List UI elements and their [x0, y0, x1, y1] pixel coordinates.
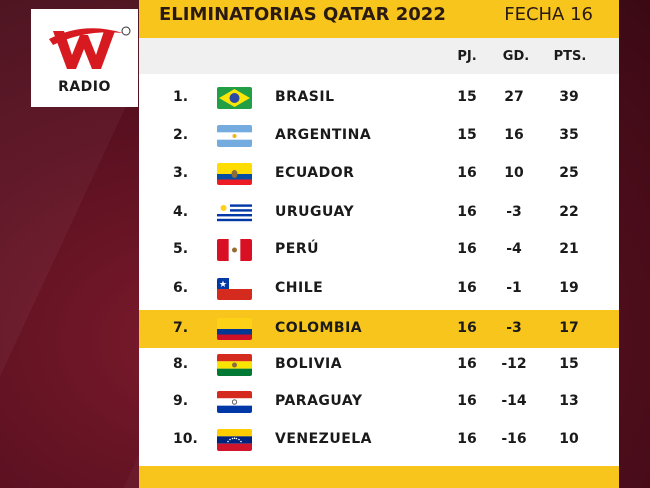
team-name: CHILE	[275, 280, 324, 296]
table-row: 2. ARGENTINA 15 16 35	[139, 117, 619, 155]
points: 25	[559, 165, 579, 181]
goal-difference: 27	[504, 89, 524, 105]
goal-difference: -14	[501, 393, 527, 409]
table-row: 3. ECUADOR 16 10 25	[139, 155, 619, 193]
team-name: URUGUAY	[275, 204, 355, 220]
table-row: 6. CHILE 16 -1 19	[139, 270, 619, 308]
round-label: FECHA 16	[504, 4, 593, 25]
points: 35	[559, 127, 579, 143]
points: 19	[559, 280, 579, 296]
team-name: VENEZUELA	[275, 431, 373, 447]
col-pts: PTS.	[553, 49, 587, 64]
col-gd: GD.	[502, 49, 530, 64]
chile-flag-icon	[217, 278, 252, 300]
table-row: 8. BOLIVIA 16 -12 15	[139, 346, 619, 384]
team-name: COLOMBIA	[275, 320, 363, 336]
bolivia-flag-icon	[217, 354, 252, 376]
goal-difference: -3	[506, 204, 522, 220]
goal-difference: 10	[504, 165, 524, 181]
argentina-flag-icon	[217, 125, 252, 147]
uruguay-flag-icon	[217, 202, 252, 224]
title-bar: ELIMINATORIAS QATAR 2022 FECHA 16	[139, 0, 619, 38]
played: 15	[457, 127, 477, 143]
ecuador-flag-icon	[217, 163, 252, 185]
w-logo-icon	[49, 26, 131, 69]
position: 1.	[173, 89, 189, 105]
paraguay-flag-icon	[217, 391, 252, 413]
points: 13	[559, 393, 579, 409]
team-name: BOLIVIA	[275, 356, 343, 372]
team-name: ECUADOR	[275, 165, 355, 181]
points: 39	[559, 89, 579, 105]
played: 16	[457, 241, 477, 257]
team-name: PERÚ	[275, 241, 319, 257]
footer-bar	[139, 466, 619, 488]
peru-flag-icon	[217, 239, 252, 261]
played: 16	[457, 280, 477, 296]
position: 10.	[173, 431, 198, 447]
team-name: BRASIL	[275, 89, 335, 105]
played: 15	[457, 89, 477, 105]
position: 8.	[173, 356, 189, 372]
column-header: PJ. GD. PTS.	[139, 38, 619, 74]
goal-difference: -3	[506, 320, 522, 336]
goal-difference: -16	[501, 431, 527, 447]
goal-difference: -4	[506, 241, 522, 257]
goal-difference: -12	[501, 356, 527, 372]
col-pj: PJ.	[457, 49, 477, 64]
colombia-flag-icon	[217, 318, 252, 340]
played: 16	[457, 356, 477, 372]
played: 16	[457, 431, 477, 447]
table-row: 7. COLOMBIA 16 -3 17	[139, 310, 619, 348]
brazil-flag-icon	[217, 87, 252, 109]
standings-panel: ELIMINATORIAS QATAR 2022 FECHA 16 PJ. GD…	[139, 0, 619, 488]
position: 3.	[173, 165, 189, 181]
position: 5.	[173, 241, 189, 257]
played: 16	[457, 204, 477, 220]
position: 7.	[173, 320, 189, 336]
points: 15	[559, 356, 579, 372]
table-row: 1. BRASIL 15 27 39	[139, 79, 619, 117]
team-name: ARGENTINA	[275, 127, 372, 143]
w-radio-logo: RADIO	[31, 9, 138, 107]
logo-label: RADIO	[58, 79, 111, 95]
position: 4.	[173, 204, 189, 220]
points: 17	[559, 320, 579, 336]
position: 9.	[173, 393, 189, 409]
position: 2.	[173, 127, 189, 143]
goal-difference: -1	[506, 280, 522, 296]
table-row: 9. PARAGUAY 16 -14 13	[139, 383, 619, 421]
played: 16	[457, 320, 477, 336]
position: 6.	[173, 280, 189, 296]
team-name: PARAGUAY	[275, 393, 363, 409]
goal-difference: 16	[504, 127, 524, 143]
table-row: 10. VENEZUELA 16 -16 10	[139, 421, 619, 459]
table-row: 4. URUGUAY 16 -3 22	[139, 194, 619, 232]
venezuela-flag-icon	[217, 429, 252, 451]
points: 10	[559, 431, 579, 447]
points: 22	[559, 204, 579, 220]
played: 16	[457, 165, 477, 181]
table-row: 5. PERÚ 16 -4 21	[139, 231, 619, 269]
points: 21	[559, 241, 579, 257]
page-title: ELIMINATORIAS QATAR 2022	[159, 4, 446, 25]
played: 16	[457, 393, 477, 409]
